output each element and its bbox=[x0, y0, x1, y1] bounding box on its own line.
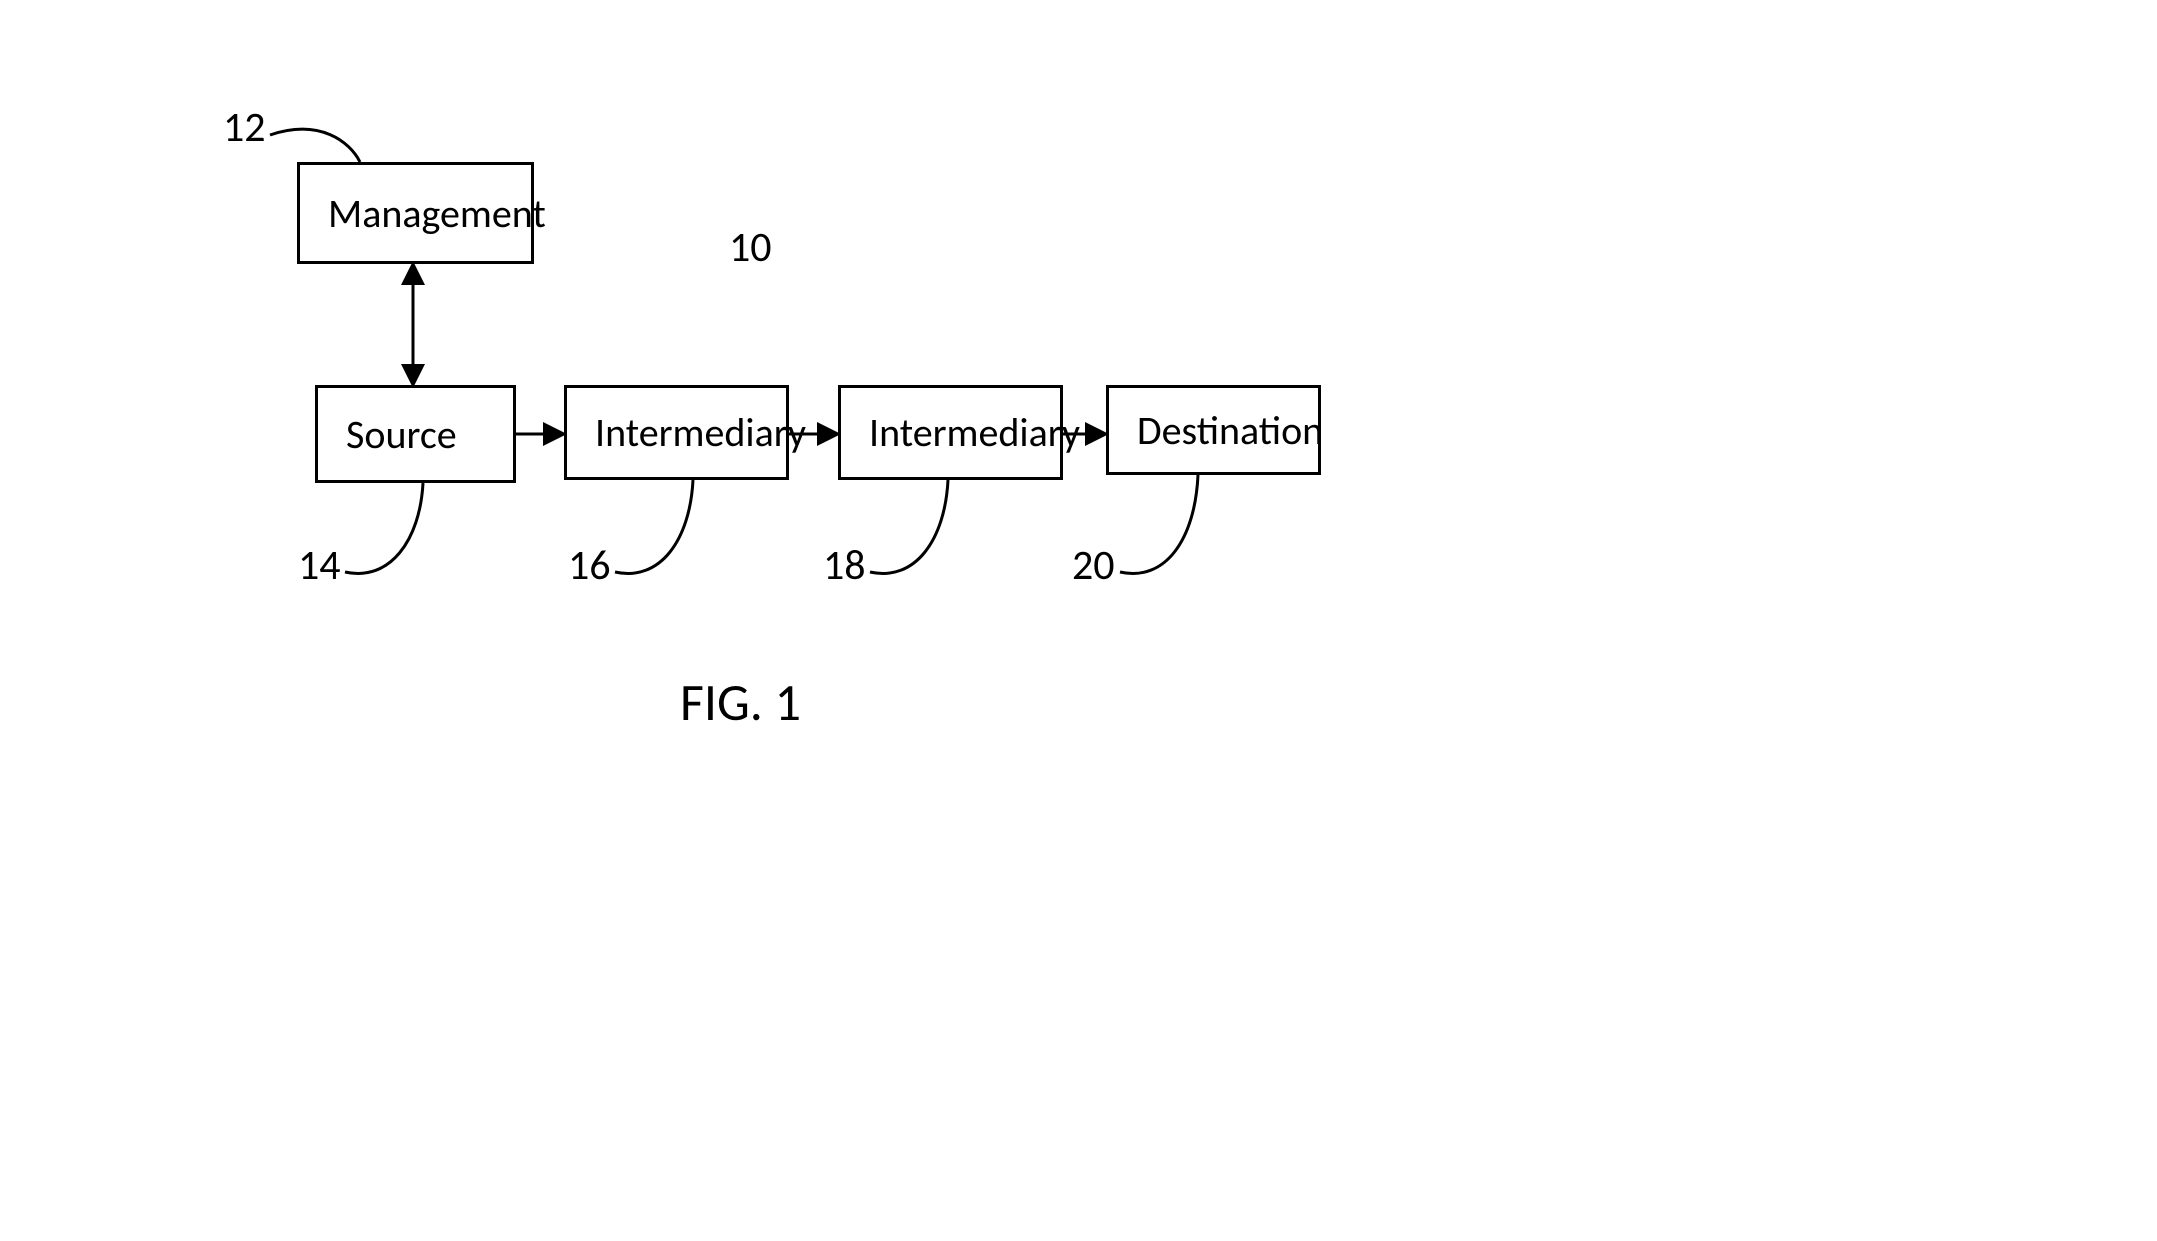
management-label: Management bbox=[328, 189, 546, 238]
figure-title: FIG. 1 bbox=[680, 670, 801, 734]
intermediary1-label: Intermediary bbox=[595, 408, 806, 457]
intermediary2-label: Intermediary bbox=[869, 408, 1080, 457]
leader-12 bbox=[270, 129, 360, 162]
figure-1-diagram: Management Source Intermediary Intermedi… bbox=[0, 0, 2157, 1241]
destination-label: Destination bbox=[1137, 406, 1323, 455]
intermediary2-box: Intermediary bbox=[838, 385, 1063, 480]
ref-18: 18 bbox=[823, 540, 866, 591]
management-box: Management bbox=[297, 162, 534, 264]
leader-14 bbox=[345, 483, 423, 573]
ref-16: 16 bbox=[568, 540, 611, 591]
leader-20 bbox=[1120, 475, 1198, 573]
source-label: Source bbox=[346, 410, 457, 459]
ref-20: 20 bbox=[1072, 540, 1115, 591]
intermediary1-box: Intermediary bbox=[564, 385, 789, 480]
ref-10: 10 bbox=[729, 222, 772, 273]
leader-18 bbox=[870, 480, 948, 573]
source-box: Source bbox=[315, 385, 516, 483]
ref-14: 14 bbox=[298, 540, 341, 591]
ref-12: 12 bbox=[223, 102, 266, 153]
leader-16 bbox=[615, 480, 693, 573]
destination-box: Destination bbox=[1106, 385, 1321, 475]
